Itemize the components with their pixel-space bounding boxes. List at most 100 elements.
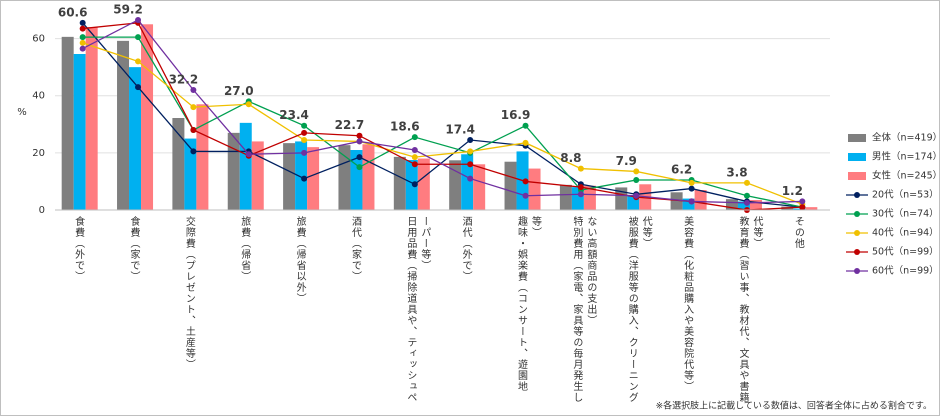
bar bbox=[239, 122, 252, 210]
legend-label: 男性（n=174） bbox=[872, 151, 940, 163]
bar bbox=[694, 190, 707, 210]
bar bbox=[615, 187, 628, 210]
x-label-box: 被服費（洋服等の購入、クリーニング代等） bbox=[626, 216, 652, 403]
bar bbox=[449, 160, 462, 210]
x-label-box: 食費（家で） bbox=[128, 216, 140, 282]
bar bbox=[73, 54, 86, 210]
bar bbox=[338, 145, 351, 210]
line-point bbox=[135, 84, 142, 91]
bar bbox=[251, 141, 264, 210]
line-point bbox=[135, 17, 142, 23]
x-label-box: 趣味・娯楽費（コンサート、遊園地等） bbox=[515, 216, 541, 392]
data-label: 6.2 bbox=[671, 163, 692, 177]
line-point bbox=[356, 132, 363, 139]
bar bbox=[682, 198, 695, 210]
x-label-box: 特別費用（家電、家具等の毎月発生しない高額商品の支出） bbox=[571, 216, 596, 403]
line bbox=[82, 36, 803, 208]
x-tick-label: 旅費（帰省以外） bbox=[294, 216, 306, 304]
line-point bbox=[79, 25, 86, 32]
line-point bbox=[633, 168, 640, 175]
bar bbox=[117, 40, 130, 210]
y-tick-label: 20 bbox=[32, 148, 45, 159]
x-tick-label: 旅費（帰省） bbox=[238, 216, 250, 282]
line-point bbox=[301, 137, 308, 143]
line-point bbox=[245, 151, 252, 158]
legend-swatch bbox=[854, 230, 860, 236]
line-point bbox=[467, 161, 474, 168]
x-label-box: その他 bbox=[792, 216, 804, 249]
legend-label: 全体（n=419） bbox=[872, 132, 940, 144]
line-point bbox=[522, 139, 529, 146]
line-point bbox=[633, 192, 640, 199]
x-tick-label: 酒代（家で） bbox=[349, 216, 361, 282]
line-point bbox=[356, 164, 363, 171]
legend-swatch bbox=[854, 192, 860, 198]
bar bbox=[184, 138, 197, 210]
legend-label: 40代（n=94） bbox=[872, 227, 939, 239]
line-point bbox=[135, 58, 142, 65]
line-point bbox=[79, 45, 86, 52]
x-tick-label: 酒代（外で） bbox=[460, 216, 472, 282]
bar bbox=[393, 156, 406, 210]
line-point bbox=[411, 147, 418, 153]
bar bbox=[283, 143, 296, 210]
x-label-box: 日用品費（掃除道具や、ティッシュペーパー等） bbox=[404, 216, 430, 403]
line-point bbox=[411, 181, 418, 188]
x-label-box: 酒代（家で） bbox=[349, 216, 361, 282]
x-tick-label: 食費（外で） bbox=[72, 216, 84, 282]
line-point bbox=[799, 204, 806, 211]
bar bbox=[473, 164, 486, 210]
line-point bbox=[79, 39, 86, 46]
line-point bbox=[79, 19, 86, 26]
x-tick-label: 被服費（洋服等の購入、クリーニング代等） bbox=[626, 216, 652, 403]
bar bbox=[725, 199, 738, 210]
bar bbox=[227, 132, 240, 210]
bar bbox=[528, 168, 541, 210]
line-point bbox=[190, 148, 197, 155]
x-tick-label: 趣味・娯楽費（コンサート、遊園地等） bbox=[515, 216, 541, 392]
legend-label: 60代（n=99） bbox=[872, 265, 939, 277]
y-axis-label: % bbox=[17, 107, 27, 118]
y-tick-label: 60 bbox=[32, 34, 45, 45]
line-point bbox=[577, 165, 584, 172]
data-label: 8.8 bbox=[560, 151, 581, 165]
legend-swatch bbox=[854, 249, 860, 255]
line-point bbox=[688, 198, 695, 205]
line-point bbox=[245, 101, 252, 108]
line-point bbox=[301, 175, 308, 182]
line bbox=[82, 19, 803, 204]
x-tick-label: 交際費（プレゼント、土産等） bbox=[183, 216, 195, 370]
x-tick-label: 食費（家で） bbox=[128, 216, 140, 282]
x-tick-label: その他 bbox=[792, 216, 804, 249]
line-point bbox=[522, 122, 529, 129]
x-tick-label: 教育費（習い事、教材代、文具や書籍代等） bbox=[736, 216, 762, 403]
x-label-box: 交際費（プレゼント、土産等） bbox=[183, 216, 195, 370]
bar bbox=[805, 207, 818, 210]
data-label: 32.2 bbox=[169, 73, 199, 87]
bar bbox=[307, 147, 320, 210]
x-tick-label: 日用品費（掃除道具や、ティッシュペーパー等） bbox=[404, 216, 430, 403]
data-label: 27.0 bbox=[224, 84, 254, 98]
legend-swatch bbox=[848, 172, 866, 180]
line-point bbox=[301, 129, 308, 136]
bar bbox=[362, 144, 375, 210]
bar bbox=[559, 184, 572, 210]
line-point bbox=[190, 127, 197, 133]
line-point bbox=[135, 34, 142, 41]
y-tick-label: 40 bbox=[32, 91, 45, 102]
bar bbox=[61, 36, 74, 210]
data-label: 17.4 bbox=[445, 123, 475, 137]
x-label-box: 教育費（習い事、教材代、文具や書籍代等） bbox=[736, 216, 762, 403]
legend-label: 30代（n=74） bbox=[872, 208, 939, 220]
line-point bbox=[743, 179, 750, 186]
bar bbox=[85, 27, 98, 211]
line-point bbox=[411, 134, 418, 141]
legend-label: 20代（n=53） bbox=[872, 189, 939, 201]
line bbox=[82, 22, 803, 208]
line-point bbox=[467, 137, 474, 143]
bar bbox=[670, 192, 683, 210]
data-label: 3.8 bbox=[726, 165, 747, 179]
line-point bbox=[577, 184, 584, 191]
bar bbox=[583, 185, 596, 210]
